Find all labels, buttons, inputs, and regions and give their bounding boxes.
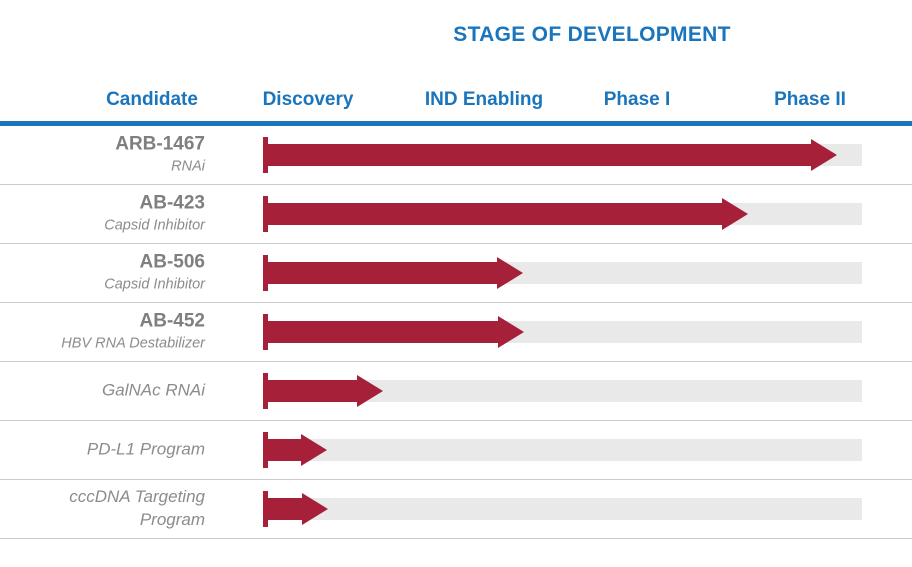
arrow-tail-icon (263, 137, 268, 173)
pipeline-row: ARB-1467 RNAi (0, 126, 912, 185)
arrow-head-icon (810, 139, 837, 171)
header-divider-rule (0, 121, 912, 126)
candidate-label: AB-452 HBV RNA Destabilizer (0, 310, 205, 353)
arrow-head-icon (721, 198, 748, 230)
stage-track (265, 498, 862, 520)
arrow-tail-icon (263, 255, 268, 291)
candidate-subtitle: Capsid Inhibitor (104, 276, 205, 293)
arrow-tail-icon (263, 491, 268, 527)
candidate-subtitle: HBV RNA Destabilizer (61, 335, 205, 352)
candidate-label: cccDNA Targeting Program (0, 486, 205, 532)
page-title: STAGE OF DEVELOPMENT (453, 23, 731, 46)
arrow-tail-icon (263, 373, 268, 409)
pipeline-row: AB-506 Capsid Inhibitor (0, 244, 912, 303)
arrow-head-icon (301, 434, 328, 466)
candidate-subtitle: Capsid Inhibitor (104, 217, 205, 234)
pipeline-row: AB-423 Capsid Inhibitor (0, 185, 912, 244)
arrow-tail-icon (263, 314, 268, 350)
candidate-name: ARB-1467 (115, 133, 205, 155)
stage-track (265, 439, 862, 461)
candidate-name: AB-423 (139, 192, 205, 214)
column-header-ind-enabling: IND Enabling (424, 89, 544, 110)
pipeline-row: cccDNA Targeting Program (0, 480, 912, 539)
candidate-label: AB-423 Capsid Inhibitor (0, 192, 205, 235)
candidate-name: AB-506 (139, 251, 205, 273)
candidate-label: PD-L1 Program (0, 439, 205, 462)
pipeline-row: GalNAc RNAi (0, 362, 912, 421)
candidate-subtitle: cccDNA Targeting Program (69, 487, 205, 529)
pipeline-rows: ARB-1467 RNAi AB-423 Capsid Inhibitor AB… (0, 126, 912, 539)
column-header-phase-2: Phase II (774, 89, 846, 110)
column-header-discovery: Discovery (262, 89, 354, 110)
arrow-body (266, 380, 358, 402)
column-header-phase-1: Phase I (603, 89, 671, 110)
pipeline-row: PD-L1 Program (0, 421, 912, 480)
arrow-head-icon (302, 493, 329, 525)
arrow-body (266, 262, 497, 284)
arrow-head-icon (496, 257, 523, 289)
arrow-body (266, 498, 303, 520)
arrow-tail-icon (263, 196, 268, 232)
candidate-subtitle: GalNAc RNAi (102, 380, 205, 400)
arrow-tail-icon (263, 432, 268, 468)
arrow-body (266, 203, 722, 225)
pipeline-row: AB-452 HBV RNA Destabilizer (0, 303, 912, 362)
arrow-head-icon (498, 316, 525, 348)
arrow-body (266, 439, 302, 461)
column-header-candidate: Candidate (106, 89, 198, 110)
stage-track (265, 380, 862, 402)
candidate-name: AB-452 (139, 310, 205, 332)
arrow-body (266, 321, 499, 343)
candidate-label: ARB-1467 RNAi (0, 133, 205, 176)
candidate-label: AB-506 Capsid Inhibitor (0, 251, 205, 294)
arrow-body (266, 144, 811, 166)
candidate-subtitle: RNAi (171, 158, 205, 175)
candidate-label: GalNAc RNAi (0, 380, 205, 403)
arrow-head-icon (357, 375, 384, 407)
candidate-subtitle: PD-L1 Program (86, 439, 205, 459)
